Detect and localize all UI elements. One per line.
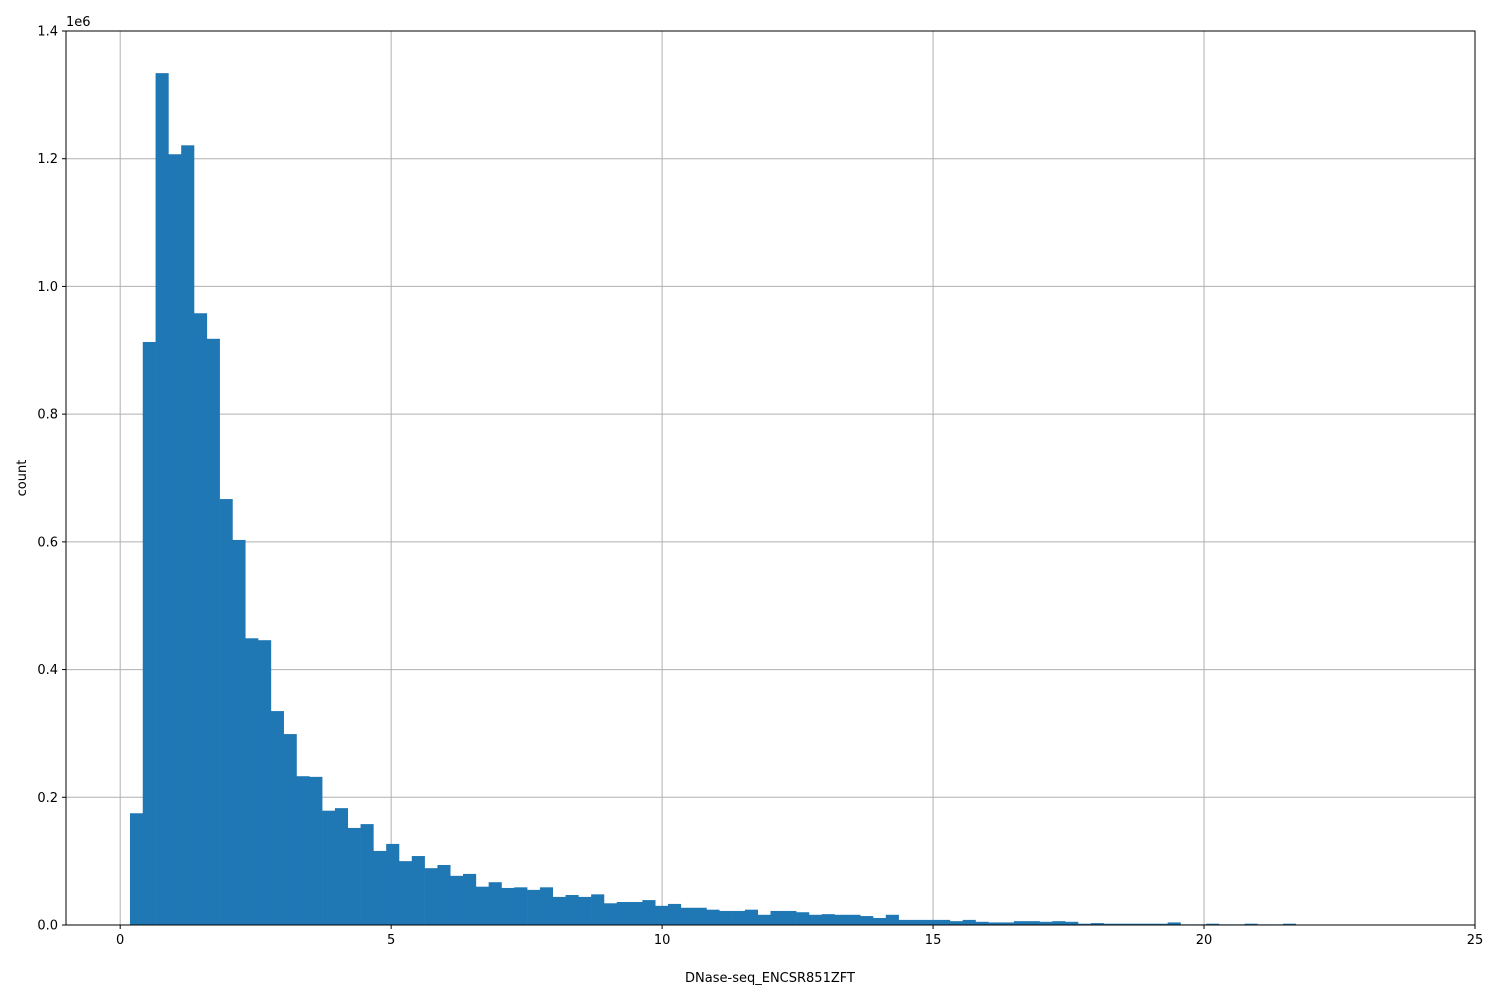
histogram-bar [835,915,848,925]
y-axis: 0.0 0.2 0.4 0.6 0.8 1.0 1.2 1.4 [37,25,66,934]
histogram-bar [412,856,425,925]
histogram-bar [630,902,643,925]
histogram-bar [156,73,169,925]
histogram-bar [822,914,835,925]
histogram-bar [886,915,899,925]
histogram-bar [425,868,438,925]
histogram-bar [655,906,668,925]
x-tick-label: 15 [925,933,942,948]
x-tick-label: 5 [387,933,395,948]
histogram-bar [719,911,732,925]
histogram-bar [194,313,207,925]
histogram-bar [694,908,707,925]
histogram-bar [706,910,719,925]
histogram-bar [745,910,758,925]
histogram-bar [130,813,143,925]
y-tick-label: 0.8 [37,408,58,423]
x-axis-label: DNase-seq_ENCSR851ZFT [685,971,855,986]
histogram-bar [489,882,502,925]
histogram-bar [361,824,374,925]
histogram-bar [860,916,873,925]
histogram-bar [348,828,361,925]
histogram-bar [399,861,412,925]
histogram-bar [1014,921,1027,925]
histogram-bar [1027,921,1040,925]
y-tick-label: 1.2 [37,152,58,167]
histogram-bar [540,887,553,925]
histogram-bar [732,911,745,925]
histogram-bar [232,540,245,925]
histogram-bar [617,902,630,925]
histogram-bar [322,811,335,925]
histogram-bar [963,920,976,925]
histogram-bar [771,911,784,925]
histogram-bar [578,897,591,925]
histogram-bar [809,915,822,925]
y-tick-label: 1.4 [37,25,58,40]
histogram-bar [220,499,233,925]
histogram-bar [437,865,450,925]
y-tick-label: 0.4 [37,663,58,678]
histogram-bar [937,920,950,925]
histogram-bar [309,777,322,925]
histogram-bar [873,918,886,925]
histogram-bar [463,874,476,925]
histogram-bar [783,911,796,925]
histogram-bar [143,342,156,925]
histogram-bar [950,921,963,925]
x-tick-label: 10 [654,933,671,948]
histogram-bar [899,920,912,925]
histogram-bar [450,876,463,925]
histogram-bar [373,851,386,925]
histogram-bar [681,908,694,925]
y-offset-label: 1e6 [66,15,91,30]
histogram-bar [566,895,579,925]
histogram-bar [335,808,348,925]
histogram-bar [386,844,399,925]
histogram-bar [668,904,681,925]
histogram-bar [758,915,771,925]
x-tick-label: 0 [116,933,124,948]
histogram-bar [476,887,489,925]
x-axis: 0 5 10 15 20 25 [116,925,1483,948]
x-tick-label: 20 [1196,933,1213,948]
histogram-bar [207,339,220,925]
histogram-bar [847,915,860,925]
histogram-bar [924,920,937,925]
y-tick-label: 1.0 [37,280,58,295]
histogram-bar [514,887,527,925]
histogram-bar [258,640,271,925]
histogram-bar [911,920,924,925]
y-tick-label: 0.2 [37,791,58,806]
histogram-bar [271,711,284,925]
histogram-bar [245,638,258,925]
histogram-bar [796,912,809,925]
histogram-bar [591,894,604,925]
histogram-bar [553,897,566,925]
y-tick-label: 0.6 [37,535,58,550]
histogram-bar [527,890,540,925]
y-tick-label: 0.0 [37,919,58,934]
histogram-bar [642,900,655,925]
histogram-bar [284,734,297,925]
histogram-bar [604,903,617,925]
histogram-bar [296,776,309,925]
x-tick-label: 25 [1467,933,1484,948]
histogram-bar [168,154,181,925]
histogram-bar [181,145,194,925]
histogram-bar [501,888,514,925]
histogram-bar [1052,921,1065,925]
y-axis-label: count [15,460,30,497]
